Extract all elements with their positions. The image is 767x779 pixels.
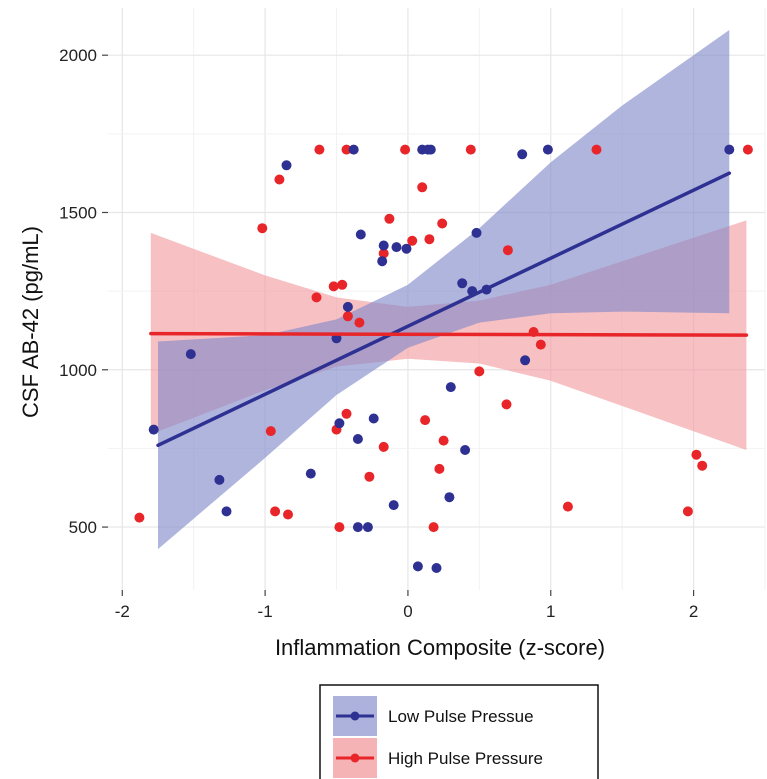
data-point-high-pulse — [257, 223, 268, 234]
data-point-high-pulse — [437, 218, 448, 229]
fit-line-high-pulse — [149, 331, 749, 337]
data-point-high-pulse — [342, 311, 353, 322]
data-point-high-pulse — [337, 279, 348, 290]
data-point-high-pulse — [742, 144, 753, 155]
legend-label-low-pulse: Low Pulse Pressue — [388, 707, 534, 726]
data-point-high-pulse — [591, 144, 602, 155]
legend-label-high-pulse: High Pulse Pressure — [388, 749, 543, 768]
data-point-high-pulse — [364, 471, 375, 482]
data-point-layer — [134, 144, 753, 573]
data-point-high-pulse — [474, 366, 485, 377]
data-point-low-pulse — [391, 242, 402, 253]
data-point-low-pulse — [388, 500, 399, 511]
data-point-high-pulse — [283, 509, 293, 520]
data-point-low-pulse — [542, 144, 553, 155]
data-point-high-pulse — [465, 144, 476, 155]
data-point-high-pulse — [274, 174, 285, 185]
data-point-low-pulse — [334, 418, 345, 429]
legend-item-high-pulse: High Pulse Pressure — [333, 738, 543, 778]
y-axis-title: CSF AB-42 (pg/mL) — [18, 226, 43, 418]
legend-item-low-pulse: Low Pulse Pressue — [333, 696, 534, 736]
data-point-high-pulse — [502, 245, 513, 256]
data-point-low-pulse — [444, 492, 455, 503]
legend: Low Pulse Pressue High Pulse Pressure — [319, 684, 599, 779]
data-point-low-pulse — [362, 522, 373, 533]
data-point-high-pulse — [314, 144, 325, 155]
data-point-low-pulse — [425, 144, 436, 155]
data-point-low-pulse — [148, 424, 159, 435]
y-tick-label: 1500 — [59, 203, 97, 222]
data-point-high-pulse — [378, 248, 389, 259]
data-point-high-pulse — [328, 281, 339, 292]
data-point-high-pulse — [341, 144, 352, 155]
confidence-band-low-pulse — [158, 30, 730, 550]
data-point-high-pulse — [311, 292, 322, 303]
x-axis-title: Inflammation Composite (z-score) — [275, 635, 605, 660]
legend-swatch-low-point — [350, 711, 360, 721]
data-point-high-pulse — [424, 234, 435, 245]
data-point-high-pulse — [682, 506, 693, 517]
data-point-high-pulse — [438, 435, 449, 446]
data-point-high-pulse — [341, 408, 352, 419]
data-point-low-pulse — [348, 144, 359, 155]
data-point-high-pulse — [501, 399, 512, 410]
y-tick-label: 500 — [69, 518, 97, 537]
x-tick-label: -1 — [258, 602, 273, 621]
y-tick-label: 2000 — [59, 46, 97, 65]
data-point-low-pulse — [368, 413, 379, 424]
data-point-high-pulse — [420, 415, 431, 426]
fit-line-layer — [149, 171, 749, 448]
data-point-high-pulse — [535, 339, 546, 350]
data-point-low-pulse — [377, 256, 388, 267]
data-point-low-pulse — [517, 149, 528, 160]
data-point-high-pulse — [428, 522, 439, 533]
data-point-low-pulse — [460, 445, 471, 455]
data-point-low-pulse — [445, 382, 456, 393]
data-point-high-pulse — [265, 426, 276, 437]
axis-layer: -2 -1 0 1 2 500 1000 1500 2000 — [59, 46, 698, 621]
x-tick-label: 1 — [546, 602, 555, 621]
data-point-high-pulse — [334, 522, 345, 533]
data-point-high-pulse — [697, 460, 708, 471]
x-tick-label: 0 — [403, 602, 412, 621]
data-point-low-pulse — [185, 349, 196, 360]
data-point-low-pulse — [305, 468, 316, 479]
data-point-low-pulse — [412, 561, 423, 572]
data-point-low-pulse — [352, 434, 363, 444]
data-point-high-pulse — [134, 512, 145, 523]
data-point-low-pulse — [221, 506, 232, 517]
x-tick-label: 2 — [689, 602, 698, 621]
x-tick-label: -2 — [115, 602, 130, 621]
data-point-high-pulse — [417, 182, 428, 193]
data-point-high-pulse — [691, 449, 702, 460]
data-point-high-pulse — [400, 144, 411, 155]
fit-line-low-pulse — [156, 171, 732, 448]
data-point-low-pulse — [724, 144, 735, 155]
data-point-low-pulse — [401, 243, 412, 254]
data-point-low-pulse — [281, 160, 292, 171]
data-point-low-pulse — [355, 229, 366, 240]
y-tick-label: 1000 — [59, 361, 97, 380]
data-point-low-pulse — [342, 301, 353, 312]
data-point-low-pulse — [352, 522, 363, 533]
data-point-high-pulse — [562, 501, 573, 512]
data-point-low-pulse — [378, 240, 389, 251]
data-point-high-pulse — [434, 463, 445, 474]
data-point-low-pulse — [431, 563, 442, 573]
data-point-high-pulse — [270, 506, 281, 517]
data-point-high-pulse — [354, 317, 365, 328]
data-point-high-pulse — [384, 213, 395, 224]
data-point-low-pulse — [471, 227, 482, 238]
data-point-high-pulse — [407, 235, 418, 246]
legend-swatch-high-point — [350, 753, 360, 763]
data-point-low-pulse — [214, 474, 225, 485]
data-point-low-pulse — [457, 278, 468, 289]
data-point-low-pulse — [520, 355, 531, 366]
data-point-high-pulse — [378, 441, 389, 452]
